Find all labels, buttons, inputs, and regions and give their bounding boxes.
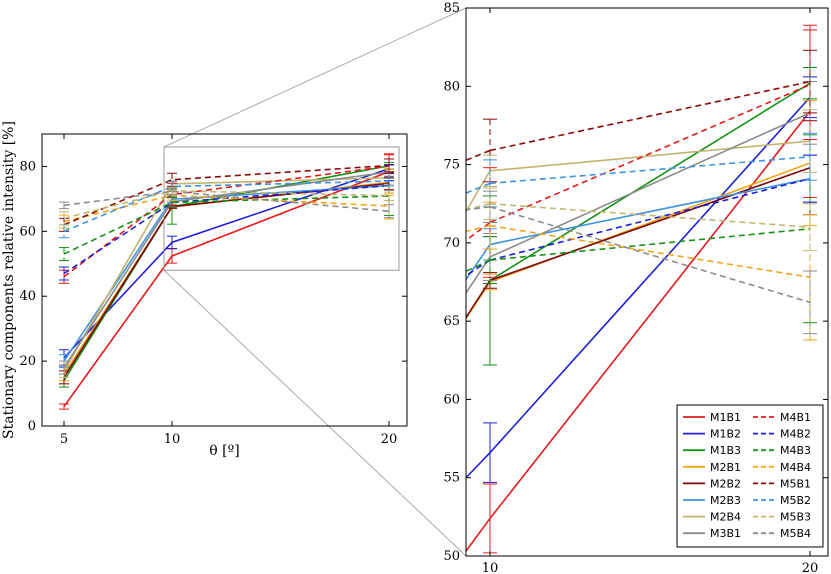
legend-label-M2B3: M2B3 — [710, 494, 741, 507]
legend-label-M5B4: M5B4 — [780, 527, 811, 540]
overview-x-tick-label: 20 — [381, 432, 398, 447]
overview-series-line-M4B2 — [63, 184, 390, 275]
overview-series — [59, 153, 394, 410]
zoom-region-box — [163, 146, 400, 271]
zoom-series-lead-M4B1 — [466, 221, 491, 241]
zoom-series-lead-M2B2 — [466, 279, 491, 318]
zoom-series-lead-M5B2 — [466, 182, 491, 194]
overview-series-line-M4B4 — [63, 194, 390, 223]
legend-label-M4B3: M4B3 — [780, 444, 811, 457]
overview-panel: 0 20 40 60 80 5 10 20 θ [º] Stationary componen… — [1, 121, 408, 459]
zoom-connectors — [163, 7, 467, 557]
zoom-y-tick-label: 60 — [443, 392, 460, 407]
overview-series-line-M5B4 — [63, 190, 390, 213]
zoom-connector-top — [163, 7, 467, 148]
overview-y-tick-label: 20 — [19, 354, 36, 369]
legend-label-M2B4: M2B4 — [710, 511, 741, 524]
overview-x-axis-label: θ [º] — [209, 443, 239, 459]
zoom-series-line-M1B1 — [489, 110, 811, 519]
zoom-series-line-M2B2 — [489, 166, 811, 282]
overview-x-tick-label: 5 — [60, 432, 68, 447]
overview-series-line-M2B4 — [63, 177, 390, 372]
legend-label-M3B1: M3B1 — [710, 527, 741, 540]
zoom-series-lead-M5B1 — [466, 149, 491, 162]
legend-box — [676, 404, 824, 548]
zoom-series-lead-M1B2 — [466, 452, 491, 479]
zoom-connector-bottom — [163, 269, 467, 557]
overview-y-tick-label: 40 — [19, 289, 36, 304]
zoom-series-lead-M4B3 — [466, 259, 491, 273]
zoom-y-tick-label: 85 — [443, 1, 460, 16]
zoom-series-line-M5B4 — [489, 206, 811, 304]
zoom-series-line-M2B4 — [489, 140, 811, 172]
legend-label-M4B2: M4B2 — [780, 428, 811, 441]
overview-y-axis-label: Stationary components relative intensity… — [1, 121, 17, 439]
zoom-y-tick-label: 50 — [443, 549, 460, 564]
zoom-series-line-M5B3 — [489, 202, 811, 228]
zoom-series-lead-M2B4 — [466, 170, 491, 212]
zoom-series-lead-M1B1 — [466, 517, 491, 552]
zoom-y-tick-label: 80 — [443, 79, 460, 94]
overview-x-tick-label: 10 — [164, 432, 181, 447]
legend-label-M1B1: M1B1 — [710, 411, 741, 424]
zoom-series-line-M5B2 — [489, 155, 811, 185]
overview-y-tick-label: 0 — [28, 419, 36, 434]
zoom-y-tick-label: 75 — [443, 158, 460, 173]
zoom-series-line-M5B1 — [489, 80, 811, 152]
zoom-series-lead-M5B4 — [466, 206, 491, 211]
overview-series-line-M2B2 — [63, 182, 390, 378]
zoom-series-line-M4B1 — [489, 83, 811, 224]
zoom-y-tick-label: 65 — [443, 314, 460, 329]
zoom-axis-ticks: 50 55 60 65 70 75 80 85 10 20 — [443, 1, 828, 574]
overview-series-line-M4B3 — [63, 195, 390, 255]
legend-label-M1B2: M1B2 — [710, 428, 741, 441]
overview-y-tick-label: 60 — [19, 224, 36, 239]
zoom-y-tick-label: 70 — [443, 236, 460, 251]
zoom-x-tick-label: 10 — [482, 561, 499, 574]
legend-label-M2B2: M2B2 — [710, 477, 741, 490]
overview-axis-ticks: 0 20 40 60 80 5 10 20 — [19, 134, 407, 447]
overview-y-tick-label: 80 — [19, 159, 36, 174]
zoom-series — [466, 24, 817, 554]
legend-label-M4B4: M4B4 — [780, 461, 811, 474]
zoom-panel: 50 55 60 65 70 75 80 85 10 20 M1B1 M1B2 M1B3 M2B1 M2B… — [443, 1, 829, 574]
zoom-plot-frame — [465, 7, 829, 557]
zoom-series-line-M1B2 — [489, 96, 811, 454]
legend-label-M4B1: M4B1 — [780, 411, 811, 424]
zoom-series-lead-M4B4 — [466, 224, 491, 233]
overview-series-line-M5B2 — [63, 180, 390, 233]
zoom-series-line-M4B2 — [489, 177, 811, 261]
zoom-x-tick-label: 20 — [802, 561, 819, 574]
legend-label-M2B1: M2B1 — [710, 461, 741, 474]
zoom-series-line-M4B3 — [489, 227, 811, 261]
legend-label-M5B2: M5B2 — [780, 494, 811, 507]
legend-label-M5B1: M5B1 — [780, 477, 811, 490]
legend-label-M1B3: M1B3 — [710, 444, 741, 457]
zoom-series-line-M4B4 — [489, 224, 811, 279]
overview-plot-frame — [41, 133, 408, 427]
zoom-series-line-M3B1 — [489, 112, 811, 258]
zoom-y-tick-label: 55 — [443, 471, 460, 486]
legend: M1B1 M1B2 M1B3 M2B1 M2B2 M2B3 M2B4 M3B1 M4B1 M4B2… — [676, 404, 824, 548]
legend-label-M5B3: M5B3 — [780, 511, 811, 524]
overview-series-line-M5B1 — [63, 164, 390, 226]
zoom-series-line-M1B3 — [489, 82, 811, 282]
